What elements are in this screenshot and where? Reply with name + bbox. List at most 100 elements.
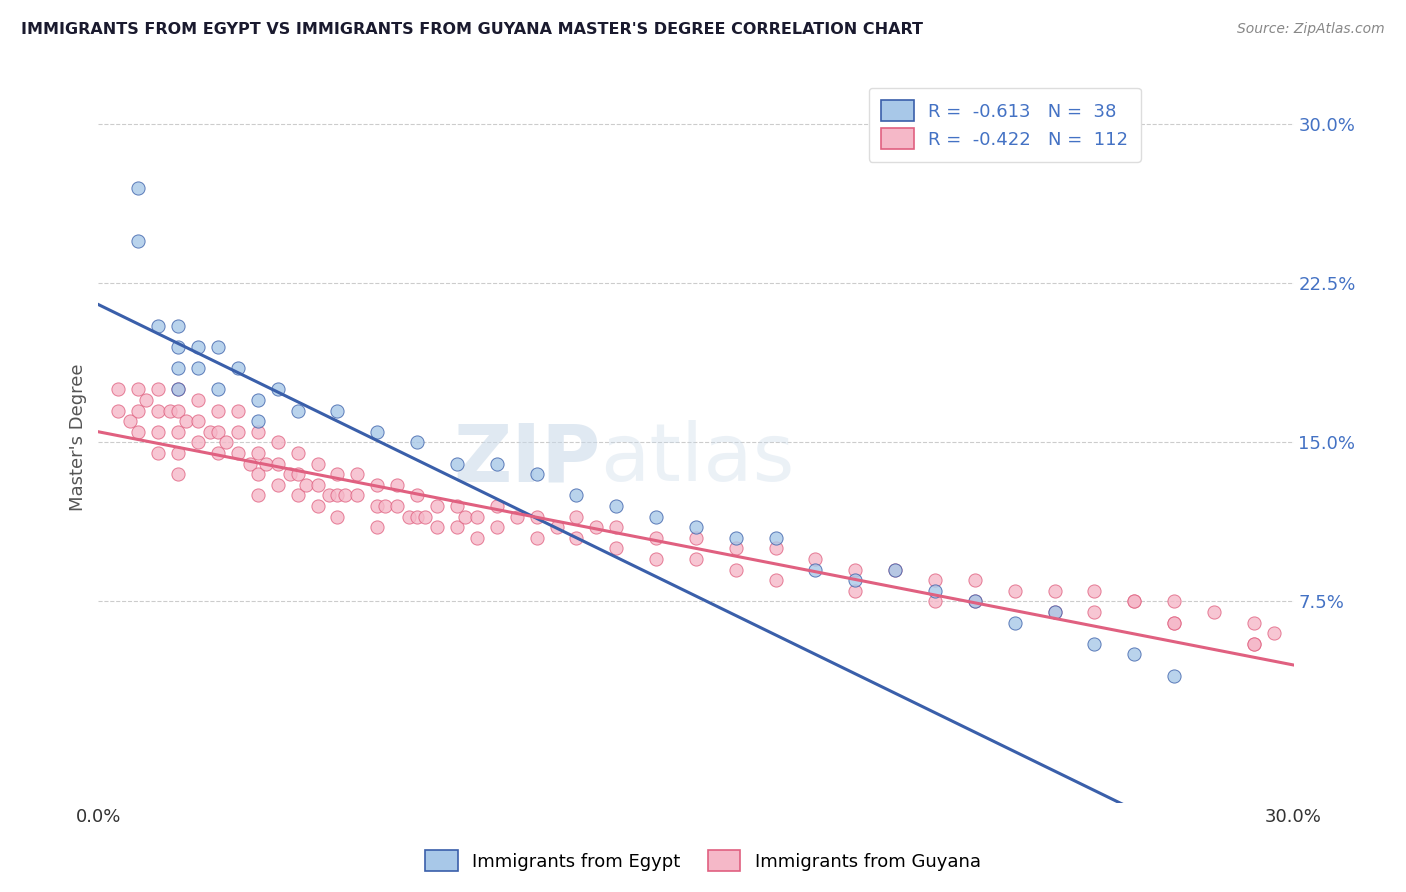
- Point: [1243, 615, 1265, 630]
- Point: [446, 499, 468, 513]
- Point: [127, 234, 149, 248]
- Point: [187, 414, 209, 428]
- Point: [605, 499, 627, 513]
- Point: [1163, 594, 1185, 608]
- Point: [1202, 605, 1225, 619]
- Legend: R =  -0.613   N =  38, R =  -0.422   N =  112: R = -0.613 N = 38, R = -0.422 N = 112: [869, 87, 1142, 162]
- Point: [924, 583, 946, 598]
- Point: [1043, 605, 1066, 619]
- Point: [385, 477, 409, 491]
- Point: [724, 531, 747, 545]
- Point: [107, 383, 129, 397]
- Point: [287, 403, 309, 417]
- Point: [294, 477, 316, 491]
- Point: [804, 552, 827, 566]
- Point: [167, 425, 190, 439]
- Legend: Immigrants from Egypt, Immigrants from Guyana: Immigrants from Egypt, Immigrants from G…: [418, 843, 988, 879]
- Point: [267, 457, 290, 471]
- Point: [765, 531, 787, 545]
- Point: [326, 467, 349, 482]
- Point: [246, 467, 269, 482]
- Point: [1163, 615, 1185, 630]
- Point: [1043, 605, 1066, 619]
- Point: [1083, 637, 1105, 651]
- Point: [107, 403, 129, 417]
- Point: [844, 573, 866, 587]
- Point: [446, 520, 468, 534]
- Point: [374, 499, 396, 513]
- Point: [685, 552, 707, 566]
- Point: [884, 563, 907, 577]
- Point: [267, 383, 290, 397]
- Point: [406, 435, 429, 450]
- Point: [605, 541, 627, 556]
- Point: [685, 531, 707, 545]
- Point: [724, 563, 747, 577]
- Point: [585, 520, 607, 534]
- Point: [1263, 626, 1285, 640]
- Point: [159, 403, 181, 417]
- Point: [187, 361, 209, 376]
- Point: [167, 383, 190, 397]
- Point: [724, 541, 747, 556]
- Point: [226, 403, 249, 417]
- Point: [1004, 615, 1026, 630]
- Text: Source: ZipAtlas.com: Source: ZipAtlas.com: [1237, 22, 1385, 37]
- Point: [1043, 583, 1066, 598]
- Point: [765, 541, 787, 556]
- Point: [307, 457, 329, 471]
- Point: [426, 520, 449, 534]
- Text: atlas: atlas: [600, 420, 794, 498]
- Point: [406, 488, 429, 502]
- Point: [287, 467, 309, 482]
- Point: [307, 499, 329, 513]
- Point: [685, 520, 707, 534]
- Point: [335, 488, 357, 502]
- Point: [120, 414, 142, 428]
- Point: [645, 509, 668, 524]
- Point: [546, 520, 568, 534]
- Text: ZIP: ZIP: [453, 420, 600, 498]
- Point: [148, 446, 170, 460]
- Point: [167, 403, 190, 417]
- Point: [246, 446, 269, 460]
- Point: [207, 425, 229, 439]
- Point: [167, 383, 190, 397]
- Point: [526, 467, 548, 482]
- Point: [963, 594, 986, 608]
- Text: IMMIGRANTS FROM EGYPT VS IMMIGRANTS FROM GUYANA MASTER'S DEGREE CORRELATION CHAR: IMMIGRANTS FROM EGYPT VS IMMIGRANTS FROM…: [21, 22, 924, 37]
- Point: [844, 583, 866, 598]
- Point: [239, 457, 262, 471]
- Point: [226, 425, 249, 439]
- Point: [924, 573, 946, 587]
- Point: [167, 446, 190, 460]
- Point: [366, 499, 388, 513]
- Point: [187, 340, 209, 354]
- Point: [446, 457, 468, 471]
- Point: [526, 509, 548, 524]
- Point: [485, 499, 508, 513]
- Point: [485, 520, 508, 534]
- Point: [207, 403, 229, 417]
- Point: [346, 488, 368, 502]
- Point: [963, 573, 986, 587]
- Point: [884, 563, 907, 577]
- Point: [267, 477, 290, 491]
- Point: [246, 392, 269, 407]
- Point: [287, 446, 309, 460]
- Point: [565, 488, 588, 502]
- Point: [366, 425, 388, 439]
- Point: [267, 435, 290, 450]
- Point: [963, 594, 986, 608]
- Point: [167, 467, 190, 482]
- Point: [645, 552, 668, 566]
- Point: [318, 488, 340, 502]
- Point: [406, 509, 429, 524]
- Point: [454, 509, 477, 524]
- Point: [135, 392, 157, 407]
- Point: [485, 457, 508, 471]
- Point: [366, 477, 388, 491]
- Point: [765, 573, 787, 587]
- Point: [246, 488, 269, 502]
- Point: [198, 425, 221, 439]
